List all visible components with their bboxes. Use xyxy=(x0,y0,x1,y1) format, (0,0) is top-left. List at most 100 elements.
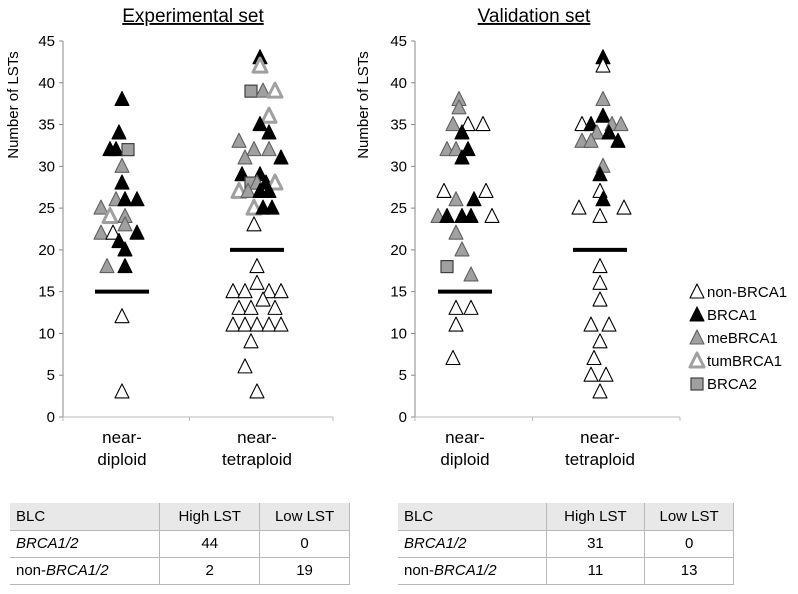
validation-data-point xyxy=(601,124,617,140)
experimental-data-point xyxy=(261,316,277,332)
experimental-data-point xyxy=(243,299,259,315)
experimental-data-point xyxy=(114,383,130,399)
experimental-data-point xyxy=(121,143,135,157)
experimental-data-point xyxy=(266,81,284,99)
legend-marker xyxy=(690,377,704,391)
validation-data-point xyxy=(592,383,608,399)
validation-y-axis-label: Number of LSTs xyxy=(355,51,372,159)
cell-low-lst: 13 xyxy=(644,556,734,585)
cell-low-lst: 0 xyxy=(259,529,350,558)
validation-x-category-label: near- xyxy=(580,428,620,447)
experimental-data-point xyxy=(114,174,130,190)
experimental-data-point xyxy=(264,199,280,215)
validation-data-point xyxy=(448,191,464,207)
validation-data-point xyxy=(601,316,617,332)
experimental-blc-table: BLC High LST Low LST BRCA1/2 44 0 non-BR… xyxy=(10,503,350,585)
validation-data-point xyxy=(583,366,599,382)
validation-data-point xyxy=(589,124,605,140)
row-label: non-BRCA1/2 xyxy=(10,556,161,585)
table-header-row: BLC High LST Low LST xyxy=(10,503,350,531)
legend-marker xyxy=(688,351,706,369)
experimental-data-point xyxy=(117,241,133,257)
experimental-y-tick-label: 30 xyxy=(38,158,55,175)
experimental-data-point xyxy=(251,56,269,74)
validation-data-point xyxy=(463,266,479,282)
experimental-data-point xyxy=(231,299,247,315)
experimental-data-point xyxy=(105,224,121,240)
experimental-data-point xyxy=(111,232,127,249)
validation-data-point xyxy=(448,299,464,315)
validation-y-tick-label: 5 xyxy=(399,367,407,384)
experimental-data-point xyxy=(93,199,109,215)
header-blc: BLC xyxy=(398,503,547,531)
experimental-data-point xyxy=(246,141,262,157)
validation-y-tick-label: 45 xyxy=(390,33,407,50)
validation-y-tick-label: 35 xyxy=(390,117,407,134)
experimental-x-category-label: diploid xyxy=(97,450,146,469)
cell-low-lst: 19 xyxy=(259,556,350,585)
row-label: non-BRCA1/2 xyxy=(398,556,547,585)
validation-data-point xyxy=(616,199,632,215)
validation-data-point xyxy=(439,207,455,224)
legend-label: meBRCA1 xyxy=(707,330,778,347)
validation-data-point xyxy=(448,224,464,240)
validation-data-point xyxy=(478,182,494,198)
validation-data-point xyxy=(475,116,491,132)
experimental-data-point xyxy=(129,224,145,240)
legend-label: tumBRCA1 xyxy=(707,353,782,370)
row-label-gene: BRCA1/2 xyxy=(404,535,467,552)
validation-data-point xyxy=(571,199,587,215)
legend-label: non-BRCA1 xyxy=(707,284,787,301)
validation-y-tick-label: 20 xyxy=(390,242,407,259)
validation-data-point xyxy=(448,316,464,332)
legend-label: BRCA2 xyxy=(707,376,757,393)
cell-high-lst: 31 xyxy=(545,529,646,558)
validation-data-point xyxy=(440,260,454,274)
validation-data-point xyxy=(592,166,608,182)
validation-data-point xyxy=(595,107,611,123)
validation-x-category-label: tetraploid xyxy=(565,450,635,469)
experimental-data-point xyxy=(267,299,283,315)
experimental-y-tick-label: 10 xyxy=(38,325,55,342)
validation-data-point xyxy=(454,241,470,257)
validation-data-point xyxy=(610,132,626,148)
experimental-data-point xyxy=(117,216,133,232)
experimental-data-point xyxy=(243,333,259,349)
experimental-data-point xyxy=(244,84,258,98)
validation-data-point xyxy=(451,99,467,115)
table-header-row: BLC High LST Low LST xyxy=(398,503,734,531)
validation-chart-title: Validation set xyxy=(478,6,591,27)
header-blc: BLC xyxy=(10,503,161,531)
row-label: BRCA1/2 xyxy=(10,529,161,558)
cell-high-lst: 11 xyxy=(545,556,646,585)
validation-data-point xyxy=(445,116,461,132)
validation-data-point xyxy=(592,274,608,290)
experimental-y-axis-label: Number of LSTs xyxy=(5,51,22,159)
validation-data-point xyxy=(436,182,452,198)
validation-y-tick-label: 30 xyxy=(390,158,407,175)
validation-data-point xyxy=(445,349,461,366)
experimental-x-category-label: tetraploid xyxy=(222,450,292,469)
row-label-prefix: non- xyxy=(16,562,47,579)
experimental-data-point xyxy=(249,383,265,399)
table-row: BRCA1/2 44 0 xyxy=(10,529,350,558)
experimental-data-point xyxy=(231,132,247,148)
cell-low-lst: 0 xyxy=(644,529,734,558)
experimental-data-point xyxy=(252,116,268,132)
experimental-data-point xyxy=(237,149,253,165)
experimental-data-point xyxy=(266,173,284,191)
experimental-data-point xyxy=(261,182,277,198)
row-label-prefix: non- xyxy=(404,562,435,579)
experimental-data-point xyxy=(273,149,289,165)
experimental-data-point xyxy=(114,308,130,324)
experimental-data-point xyxy=(117,258,133,274)
experimental-data-point xyxy=(240,182,256,198)
validation-data-point xyxy=(595,191,611,207)
row-label-gene: BRCA1/2 xyxy=(434,562,497,579)
experimental-data-point xyxy=(225,316,241,332)
validation-data-point xyxy=(595,90,611,107)
experimental-x-category-label: near- xyxy=(237,428,277,447)
validation-data-point xyxy=(460,141,476,157)
validation-data-point xyxy=(598,366,614,382)
experimental-data-point xyxy=(102,141,118,157)
